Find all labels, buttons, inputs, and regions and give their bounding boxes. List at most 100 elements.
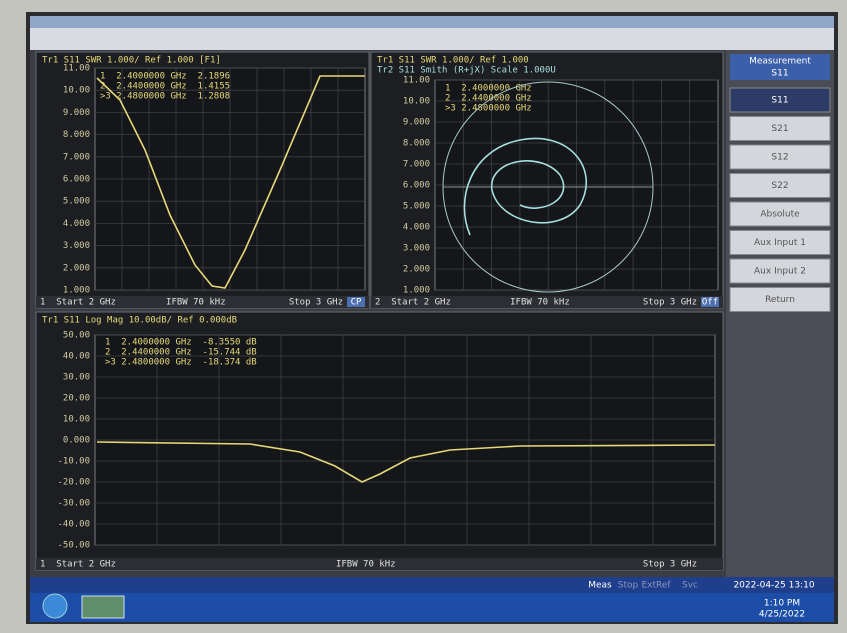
softkey[interactable]: S21: [729, 116, 831, 141]
softkey[interactable]: S12: [729, 144, 831, 170]
trace-header: Tr1 S11 Log Mag 10.00dB/ Ref 0.000dB: [42, 316, 237, 326]
y-tick-label: 5.000: [63, 197, 90, 207]
y-tick-label: -50.00: [57, 541, 90, 551]
softkey[interactable]: Aux Input 1: [729, 230, 831, 255]
status-item: Stop: [618, 581, 639, 591]
title-bar: [30, 16, 834, 28]
y-tick-label: 6.000: [63, 175, 90, 185]
y-tick-label: 10.00: [403, 97, 430, 107]
y-tick-label: -10.00: [57, 457, 90, 467]
softkey-button: [729, 201, 831, 227]
softkey-title: [730, 54, 830, 80]
taskbar-time: 1:10 PM: [764, 599, 800, 609]
taskbar-app: [81, 595, 125, 619]
y-tick-label: 40.00: [63, 352, 90, 362]
y-tick-label: 11.00: [63, 64, 90, 74]
footer-start: 1 Start 2 GHz: [40, 298, 116, 308]
y-tick-label: 8.000: [63, 130, 90, 140]
logmag-trace: [96, 441, 716, 483]
softkey-title-text: Measurement: [749, 57, 811, 67]
y-tick-label: -40.00: [57, 520, 90, 530]
softkey[interactable]: Aux Input 2: [729, 258, 831, 284]
y-tick-label: 30.00: [63, 373, 90, 383]
footer-stop: Stop 3 GHz: [643, 560, 697, 570]
y-tick-label: 10.00: [63, 415, 90, 425]
softkey-label: Return: [765, 295, 795, 305]
footer-extra: CP: [351, 298, 362, 308]
softkey-button: [729, 116, 831, 141]
status-item: Svc: [682, 581, 698, 591]
footer-tag: [701, 297, 719, 307]
y-tick-label: 2.000: [63, 263, 90, 273]
softkey-button: [729, 173, 831, 198]
y-tick-label: 11.00: [403, 76, 430, 86]
footer-bar: [371, 296, 723, 308]
y-tick-label: 3.000: [63, 241, 90, 251]
footer-stop: Stop 3 GHz: [643, 298, 697, 308]
status-item: ExtRef: [641, 581, 671, 591]
y-tick-label: 6.000: [403, 181, 430, 191]
status-bar: [30, 577, 834, 593]
footer-bar: [36, 296, 369, 308]
y-tick-label: 9.000: [403, 118, 430, 128]
y-tick-label: -30.00: [57, 499, 90, 509]
softkey-button: [729, 230, 831, 255]
y-tick-label: 5.000: [403, 202, 430, 212]
marker-readout: 2 2.4400000 GHz 1.4155: [100, 82, 230, 92]
footer-bar: [36, 558, 723, 570]
softkey-label: Absolute: [760, 210, 800, 220]
softkey-current: S11: [771, 69, 788, 79]
footer-ifbw: IFBW 70 kHz: [336, 560, 396, 570]
status-item: Meas: [588, 581, 612, 591]
status-item: 2022-04-25 13:10: [733, 581, 814, 591]
trace-header: Tr1 S11 SWR 1.000/ Ref 1.000 [F1]: [42, 56, 221, 66]
softkey[interactable]: S22: [729, 173, 831, 198]
taskbar: [30, 593, 834, 622]
softkey-label: S21: [771, 124, 788, 134]
y-tick-label: 1.000: [63, 286, 90, 296]
softkey-button: [729, 258, 831, 284]
footer-ifbw: IFBW 70 kHz: [510, 298, 570, 308]
softkey[interactable]: Return: [729, 287, 831, 312]
softkey-button: [729, 287, 831, 312]
marker-readout: >3 2.4800000 GHz 1.2808: [100, 92, 230, 102]
softkey-button: [729, 144, 831, 170]
marker-readout: 1 2.4000000 GHz: [445, 84, 532, 94]
softkey-label: S11: [771, 96, 788, 106]
softkey-label: Aux Input 2: [754, 267, 806, 277]
marker-readout: 1 2.4000000 GHz 2.1896: [100, 72, 230, 82]
swr-trace: [96, 75, 365, 289]
footer-ifbw: IFBW 70 kHz: [166, 298, 226, 308]
marker-readout: >3 2.4800000 GHz: [445, 104, 532, 114]
marker-readout: 2 2.4400000 GHz -15.744 dB: [105, 348, 257, 358]
softkey-label: Aux Input 1: [754, 238, 806, 248]
y-tick-label: 9.000: [63, 108, 90, 118]
y-tick-label: 50.00: [63, 331, 90, 341]
taskbar-date: 4/25/2022: [759, 610, 805, 620]
y-tick-label: 3.000: [403, 244, 430, 254]
y-tick-label: 7.000: [63, 152, 90, 162]
trace-header: Tr1 S11 SWR 1.000/ Ref 1.000: [377, 56, 529, 66]
y-tick-label: 4.000: [403, 223, 430, 233]
softkey-label: S22: [771, 181, 788, 191]
softkey[interactable]: S11: [729, 87, 831, 113]
marker-readout: 1 2.4000000 GHz -8.3550 dB: [105, 338, 257, 348]
footer-extra: Off: [702, 298, 718, 308]
y-tick-label: 2.000: [403, 265, 430, 275]
y-tick-label: 7.000: [403, 160, 430, 170]
footer-tag: [347, 297, 365, 307]
smith-trace: [463, 137, 587, 236]
y-tick-label: 10.00: [63, 86, 90, 96]
footer-start: 2 Start 2 GHz: [375, 298, 451, 308]
y-tick-label: 1.000: [403, 286, 430, 296]
softkey[interactable]: Absolute: [729, 201, 831, 227]
footer-stop: Stop 3 GHz: [289, 298, 343, 308]
start-button: [42, 593, 68, 619]
marker-readout: >3 2.4800000 GHz -18.374 dB: [105, 358, 257, 368]
y-tick-label: 8.000: [403, 139, 430, 149]
footer-start: 1 Start 2 GHz: [40, 560, 116, 570]
y-tick-label: 4.000: [63, 219, 90, 229]
y-tick-label: 0.000: [63, 436, 90, 446]
